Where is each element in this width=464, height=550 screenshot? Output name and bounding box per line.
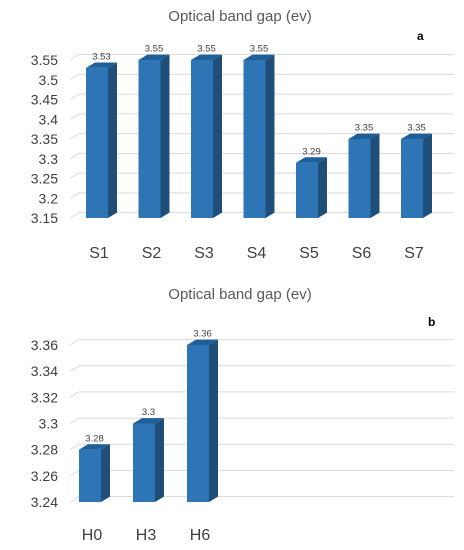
bar-side-H6 [209, 339, 218, 502]
bar-side-S5 [318, 157, 327, 218]
data-label-S1: 3.53 [92, 52, 111, 63]
bar-S3 [191, 60, 213, 218]
data-label-S7: 3.35 [407, 123, 426, 134]
gridline-depth [69, 192, 80, 199]
bar-side-S4 [265, 54, 275, 218]
bar-H0 [79, 449, 101, 502]
y-tick-label: 3.24 [31, 494, 58, 510]
gridline-depth [69, 172, 80, 179]
x-tick-label-H3: H3 [136, 527, 157, 544]
data-label-S2: 3.55 [145, 44, 164, 55]
chart-a-panel-letter: a [417, 29, 424, 43]
chart-panel-a: Optical band gap (ev) a 3.15 3.2 3.25 3.3 3.… [31, 8, 454, 262]
bar-S6 [348, 139, 371, 218]
x-tick-label-H0: H0 [82, 527, 103, 544]
bar-top-H3 [133, 418, 164, 424]
y-tick-label: 3.45 [31, 92, 58, 108]
x-tick-label-S5: S5 [299, 245, 319, 262]
bar-top-S7 [401, 133, 432, 139]
data-label-S4: 3.55 [250, 44, 269, 55]
bar-side-S2 [160, 54, 170, 218]
bar-S2 [138, 60, 161, 218]
y-tick-label: 3.25 [31, 171, 58, 187]
x-tick-label-S4: S4 [247, 245, 267, 262]
data-label-S5: 3.29 [302, 146, 321, 157]
x-tick-label-S3: S3 [194, 245, 214, 262]
y-tick-label: 3.26 [31, 468, 58, 484]
y-tick-label: 3.55 [31, 52, 58, 68]
chart-b-panel-letter: b [428, 315, 435, 329]
gridline-depth [69, 470, 80, 477]
bar-side-S6 [370, 133, 380, 218]
y-tick-label: 3.36 [31, 337, 58, 353]
gridline-depth [69, 496, 80, 503]
data-label-H0: 3.28 [85, 433, 104, 444]
gridline-depth [69, 443, 80, 451]
gridline-depth [69, 113, 80, 120]
bar-top-H6 [187, 339, 218, 345]
bar-top-S4 [243, 54, 275, 60]
bar-S7 [401, 139, 423, 218]
x-tick-label-S1: S1 [89, 245, 109, 262]
bar-side-S1 [108, 62, 117, 218]
bar-S5 [296, 162, 318, 218]
bar-top-S6 [348, 133, 380, 139]
gridline-depth [69, 152, 80, 160]
gridline-depth [69, 339, 80, 346]
y-tick-label: 3.32 [31, 389, 58, 405]
y-tick-label: 3.4 [39, 111, 59, 127]
chart-a-title: Optical band gap (ev) [168, 8, 311, 25]
x-tick-label-S7: S7 [404, 245, 424, 262]
y-tick-label: 3.3 [39, 416, 59, 432]
bar-top-S5 [296, 157, 327, 163]
x-tick-label-S6: S6 [352, 245, 372, 262]
gridline-depth [69, 417, 80, 424]
y-tick-label: 3.34 [31, 363, 58, 379]
bar-side-H3 [155, 418, 164, 502]
y-tick-label: 3.35 [31, 131, 58, 147]
data-label-H3: 3.3 [142, 407, 155, 418]
chart-b-title: Optical band gap (ev) [168, 286, 311, 303]
bar-top-S1 [86, 62, 117, 68]
chart-a-svg: Optical band gap (ev) a 3.15 3.2 3.25 3.3 3.… [31, 8, 454, 262]
data-label-S6: 3.35 [355, 123, 374, 134]
chart-b-svg: Optical band gap (ev) b 3.24 3.26 3.28 3.3 3… [31, 286, 454, 544]
x-tick-label-S2: S2 [142, 245, 162, 262]
y-tick-label: 3.15 [31, 210, 58, 226]
bar-top-S2 [138, 54, 170, 60]
data-label-H6: 3.36 [193, 329, 212, 340]
y-tick-label: 3.3 [39, 151, 59, 167]
bar-top-S3 [191, 54, 222, 60]
y-tick-label: 3.2 [39, 190, 59, 206]
y-tick-label: 3.5 [39, 72, 59, 88]
bar-S1 [86, 67, 108, 219]
data-label-S3: 3.55 [197, 44, 216, 55]
bar-side-S3 [213, 54, 222, 218]
bar-side-H0 [101, 444, 110, 502]
x-tick-label-H6: H6 [190, 527, 211, 544]
gridline-depth [69, 212, 80, 219]
gridline-depth [69, 133, 80, 140]
bar-side-S7 [423, 133, 432, 218]
bar-H3 [133, 423, 155, 502]
gridline-depth [69, 54, 80, 61]
gridline-depth [69, 73, 80, 81]
bar-H6 [187, 345, 209, 502]
chart-panel-b: Optical band gap (ev) b 3.24 3.26 3.28 3.3 3… [0, 275, 464, 550]
y-tick-label: 3.28 [31, 442, 58, 458]
gridline-depth [69, 93, 80, 100]
bar-S4 [243, 60, 266, 218]
gridline-depth [69, 365, 80, 372]
bar-top-H0 [79, 444, 110, 450]
gridline-depth [69, 391, 80, 398]
